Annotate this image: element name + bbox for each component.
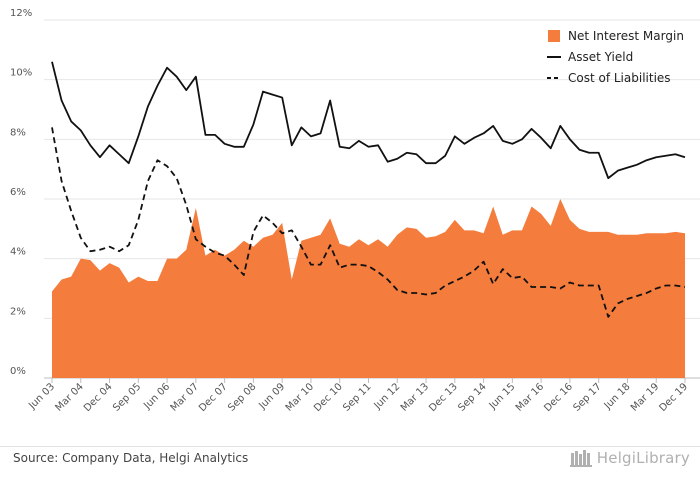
x-tick-label: Sep 14 — [456, 381, 488, 413]
legend-label: Net Interest Margin — [568, 29, 684, 43]
x-tick-label: Mar 13 — [399, 381, 431, 413]
x-tick-label: Mar 10 — [284, 381, 316, 413]
legend-label: Cost of Liabilities — [568, 71, 671, 85]
legend: Net Interest Margin Asset Yield Cost of Li… — [547, 29, 684, 85]
x-tick-label: Jun 18 — [602, 381, 633, 412]
x-tick-label: Dec 19 — [657, 381, 690, 414]
y-tick-label: 2% — [10, 306, 26, 317]
series-area-net-interest-margin — [52, 199, 685, 378]
y-tick-label: 6% — [10, 187, 26, 198]
x-tick-label: Mar 19 — [629, 381, 661, 413]
x-tick-label: Mar 04 — [54, 381, 86, 413]
x-tick-label: Mar 16 — [514, 381, 546, 413]
x-tick-label: Sep 08 — [226, 381, 258, 413]
x-tick-label: Jun 06 — [141, 381, 172, 412]
footer-divider — [0, 446, 700, 447]
series-line-cost-of-liabilities — [51, 127, 686, 318]
legend-swatch — [548, 30, 560, 42]
x-tick-label: Jun 15 — [487, 381, 518, 412]
x-tick-label: Jun 03 — [26, 381, 57, 412]
y-tick-label: 12% — [10, 8, 32, 19]
x-tick-label: Sep 11 — [341, 381, 373, 413]
y-tick-label: 0% — [10, 366, 26, 377]
series-area — [52, 199, 685, 378]
brand-logo[interactable]: HelgiLibrary — [569, 449, 690, 467]
x-tick-label: Jun 09 — [257, 381, 288, 412]
x-tick-label: Dec 04 — [82, 381, 115, 414]
series-lines — [51, 61, 686, 318]
y-tick-label: 4% — [10, 247, 26, 258]
x-tick-label: Mar 07 — [169, 381, 201, 413]
x-tick-label: Sep 17 — [571, 381, 603, 413]
library-icon — [569, 450, 592, 467]
brand-name: HelgiLibrary — [596, 449, 690, 467]
y-tick-label: 8% — [10, 127, 26, 138]
x-tick-label: Sep 05 — [111, 381, 143, 413]
series-line-asset-yield — [51, 61, 686, 180]
x-tick-label: Dec 13 — [427, 381, 460, 414]
legend-label: Asset Yield — [568, 50, 633, 64]
x-tick-label: Dec 16 — [542, 381, 575, 414]
source-note: Source: Company Data, Helgi Analytics — [13, 451, 249, 465]
x-tick-label: Dec 07 — [197, 381, 230, 414]
x-tick-label: Jun 12 — [372, 381, 403, 412]
x-tick-label: Dec 10 — [312, 381, 345, 414]
y-tick-label: 10% — [10, 68, 32, 79]
